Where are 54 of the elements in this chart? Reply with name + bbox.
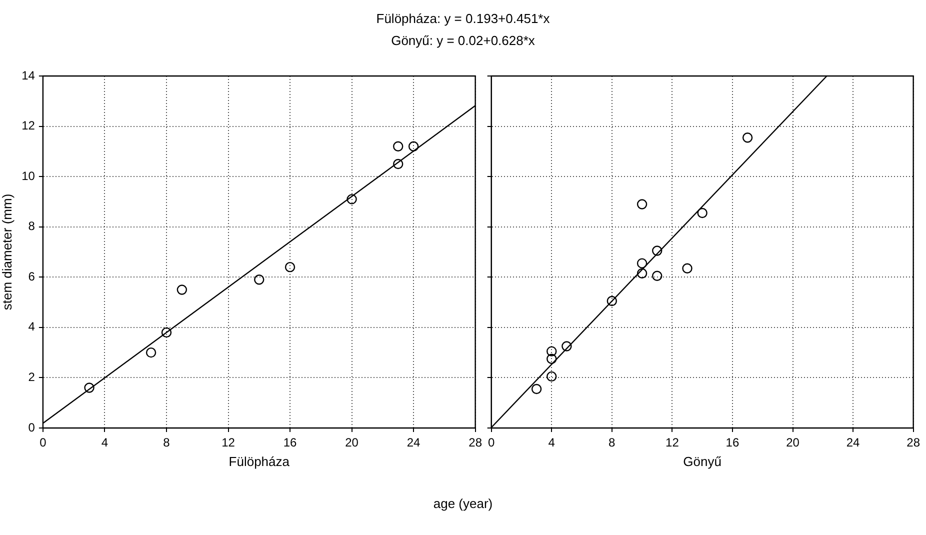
x-tick-label: 20: [345, 436, 359, 450]
point: [284, 262, 296, 272]
y-tick-label: 2: [28, 370, 36, 384]
point: [636, 258, 648, 268]
point: [393, 141, 404, 152]
point: [393, 158, 404, 170]
point: [606, 296, 618, 306]
point: [652, 270, 662, 281]
point: [84, 382, 94, 393]
y-axis-title: stem diameter (mm): [0, 194, 14, 310]
x-tick-label: 28: [468, 436, 482, 450]
y-tick-label: 8: [28, 219, 36, 234]
x-tick-label: 4: [548, 436, 556, 450]
x-tick-label: 16: [283, 436, 298, 450]
point: [636, 199, 648, 210]
point: [697, 208, 708, 218]
point: [146, 347, 156, 358]
x-tick-label: 0: [488, 436, 495, 450]
point: [652, 246, 662, 256]
point: [161, 327, 172, 338]
point: [531, 384, 542, 394]
point: [546, 346, 557, 356]
x-tick-label: 0: [40, 436, 47, 450]
point: [636, 268, 648, 278]
y-tick-label: 14: [22, 68, 36, 82]
point: [176, 284, 188, 295]
text: age (year): [432, 496, 494, 511]
x-tick-label: 28: [906, 436, 920, 450]
chart-title: Gönyű: y = 0.02+0.628*x: [390, 32, 536, 50]
point: [254, 274, 264, 285]
y-tick-label: 10: [22, 168, 36, 183]
point: [346, 194, 357, 204]
x-tick-label: 8: [163, 436, 170, 450]
point: [546, 371, 557, 382]
x-tick-label: 16: [726, 436, 740, 450]
y-tick-label: 6: [28, 269, 36, 284]
chart-title: Fülöpháza: y = 0.193+0.451*x: [375, 10, 551, 28]
point: [562, 341, 572, 352]
y-tick-label: 0: [28, 420, 36, 434]
point: [546, 354, 557, 364]
y-tick-label: 4: [28, 320, 36, 334]
x-tick-label: 12: [666, 436, 680, 450]
x-tick-label: 4: [101, 436, 108, 450]
point: [408, 141, 419, 152]
x-tick-label: 24: [406, 436, 421, 450]
x-tick-label: 24: [846, 436, 860, 450]
point: [742, 132, 753, 143]
x-tick-label: 12: [222, 436, 236, 450]
x-axis-title: Fülöpháza: [228, 454, 290, 469]
x-axis-title: Gönyű: [683, 454, 722, 469]
point: [682, 263, 692, 274]
x-tick-label: 8: [608, 436, 616, 450]
y-tick-label: 12: [22, 118, 36, 133]
x-tick-label: 20: [786, 436, 800, 450]
